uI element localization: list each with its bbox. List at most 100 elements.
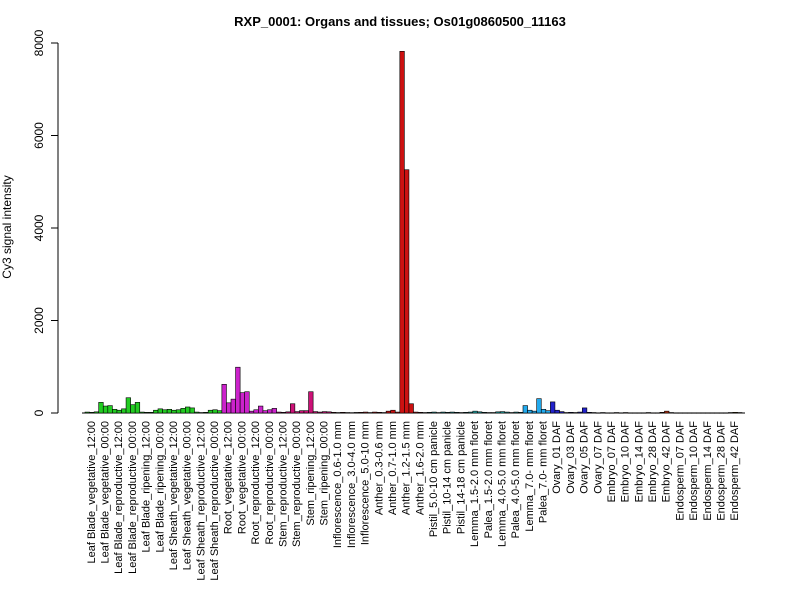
x-category-label: Stem_ripening_12:00 [305,421,317,526]
y-tick-label: 0 [32,409,46,416]
x-category-label: Inflorescence_0.6-1.0 mm [332,421,344,548]
bars [84,51,743,414]
bar [486,412,492,414]
bar [600,412,606,414]
bar [321,411,328,414]
bar [540,408,547,414]
bar [422,412,428,414]
bar [696,412,702,414]
bar [714,412,720,414]
bar [84,411,90,414]
bar [335,412,341,414]
bar [134,402,141,414]
bar [686,412,693,414]
bar [490,412,496,414]
x-category-label: Leaf Blade_ripening_12:00 [141,421,153,553]
bar [659,412,665,414]
bar [248,410,255,414]
bar [290,403,296,414]
bar [408,403,414,414]
x-category-label: Leaf Blade_reproductive_12:00 [113,421,125,574]
bar [518,412,524,414]
bar [527,409,533,414]
bar [563,412,569,414]
bar [194,411,200,414]
y-tick-label: 6000 [32,122,46,149]
y-tick-label: 2000 [32,307,46,334]
x-category-label: Embryo_14 DAF [633,421,645,503]
bar [554,409,560,414]
bar [353,412,360,414]
y-axis-label: Cy3 signal intensity [0,175,14,278]
bar [312,411,318,414]
bar [221,384,227,414]
x-category-label: Pistil_10-14 cm panicle [442,421,454,534]
bar [641,412,647,414]
bar [98,402,104,414]
bar [682,412,688,414]
bar [481,412,487,414]
bar [116,409,122,414]
bar [385,410,391,414]
bar [522,405,528,414]
bar [404,169,410,414]
bar [107,405,113,414]
y-tick-label: 8000 [32,29,46,56]
bar [613,412,620,414]
x-category-label: Leaf Sheath_reproductive_00:00 [209,421,221,581]
bar [294,411,300,414]
x-category-label: Leaf Sheath_reproductive_12:00 [195,421,207,581]
bar [700,412,706,414]
category-labels: Leaf Blade_vegetative_12:00 Leaf Blade_ve… [86,421,741,581]
bar [436,412,442,414]
bar [632,412,638,414]
x-category-label: Ovary_05 DAF [579,421,591,494]
x-category-label: Root_vegetative_00:00 [236,421,248,534]
y-axis-ticks: 0 2000 4000 6000 8000 [32,29,58,416]
bar [340,412,346,414]
bar [358,412,364,414]
bar [121,408,127,414]
bar [531,410,537,414]
x-category-label: Palea_7.0- mm floret [538,421,550,523]
x-category-label: Anther_0.3-0.6 mm [373,421,385,515]
bar [595,412,601,414]
bar [171,409,177,414]
bar [276,411,282,414]
bar [253,409,259,414]
bar [153,409,159,414]
x-category-label: Endosperm_07 DAF [674,421,686,521]
y-tick-label: 4000 [32,214,46,241]
bar [271,408,277,414]
bar [331,412,337,414]
x-category-label: Leaf Blade_reproductive_00:00 [127,421,139,574]
bar [536,398,542,414]
bar [645,412,652,414]
x-category-label: Embryo_10 DAF [620,421,632,503]
x-category-label: Leaf Blade_ripening_00:00 [154,421,166,553]
x-category-label: Anther_0.7-1.0 mm [387,421,399,515]
bar [230,398,236,414]
bar [655,412,661,414]
x-category-label: Leaf Sheath_vegetative_00:00 [182,421,194,570]
bar [417,412,423,414]
bar [723,412,729,414]
bar [317,411,323,414]
bar [426,412,433,414]
bar [440,411,446,414]
bar [499,411,506,414]
x-category-label: Pistil_14-18 cm panicle [455,421,467,534]
bar [139,411,145,414]
x-category-label: Pistil_5.0-10 cm panicle [428,421,440,537]
bar [212,409,218,414]
bar [477,411,483,414]
x-category-label: Embryo_28 DAF [647,421,659,503]
x-category-label: Embryo_42 DAF [661,421,673,503]
bar [399,51,405,414]
bar [185,406,191,414]
bar [308,391,314,414]
bar [586,412,592,414]
x-category-label: Leaf Blade_vegetative_00:00 [100,421,112,564]
bar [372,411,378,414]
